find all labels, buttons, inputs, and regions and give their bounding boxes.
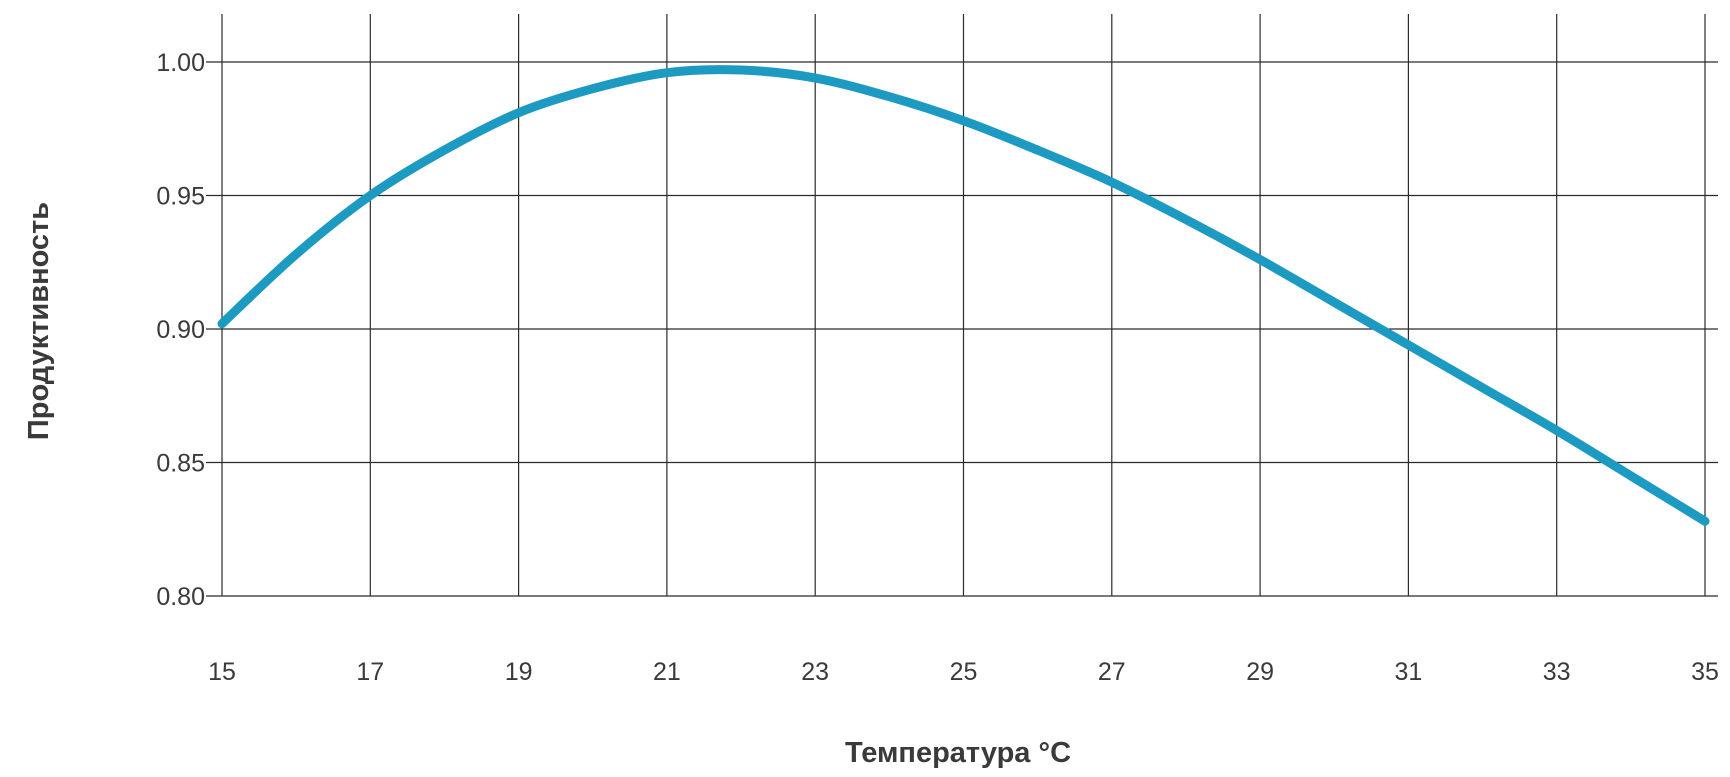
x-tick-label: 25 xyxy=(950,658,978,686)
tick-labels: 15 17 19 21 23 25 27 29 31 33 35 0.80 0.85 0.90 0.95 1.… xyxy=(156,49,1719,686)
y-tick-label: 1.00 xyxy=(156,49,205,77)
x-tick-label: 33 xyxy=(1543,658,1571,686)
x-tick-label: 19 xyxy=(505,658,533,686)
y-tick-label: 0.90 xyxy=(156,316,205,344)
x-tick-label: 27 xyxy=(1098,658,1126,686)
series-line-0 xyxy=(217,65,1710,526)
y-tick-label: 0.85 xyxy=(156,450,205,478)
y-tick-label: 0.95 xyxy=(156,183,205,211)
x-tick-label: 15 xyxy=(208,658,236,686)
grid xyxy=(206,14,1718,597)
x-tick-label: 31 xyxy=(1394,658,1422,686)
y-tick-label: 0.80 xyxy=(156,583,205,611)
x-tick-label: 35 xyxy=(1691,658,1719,686)
series-layer xyxy=(217,65,1710,526)
y-axis-title: Продуктивность xyxy=(23,202,55,440)
x-tick-label: 17 xyxy=(356,658,384,686)
x-tick-label: 21 xyxy=(653,658,681,686)
x-tick-label: 29 xyxy=(1246,658,1274,686)
x-axis-title: Температура °C xyxy=(845,737,1071,769)
x-tick-label: 23 xyxy=(801,658,829,686)
